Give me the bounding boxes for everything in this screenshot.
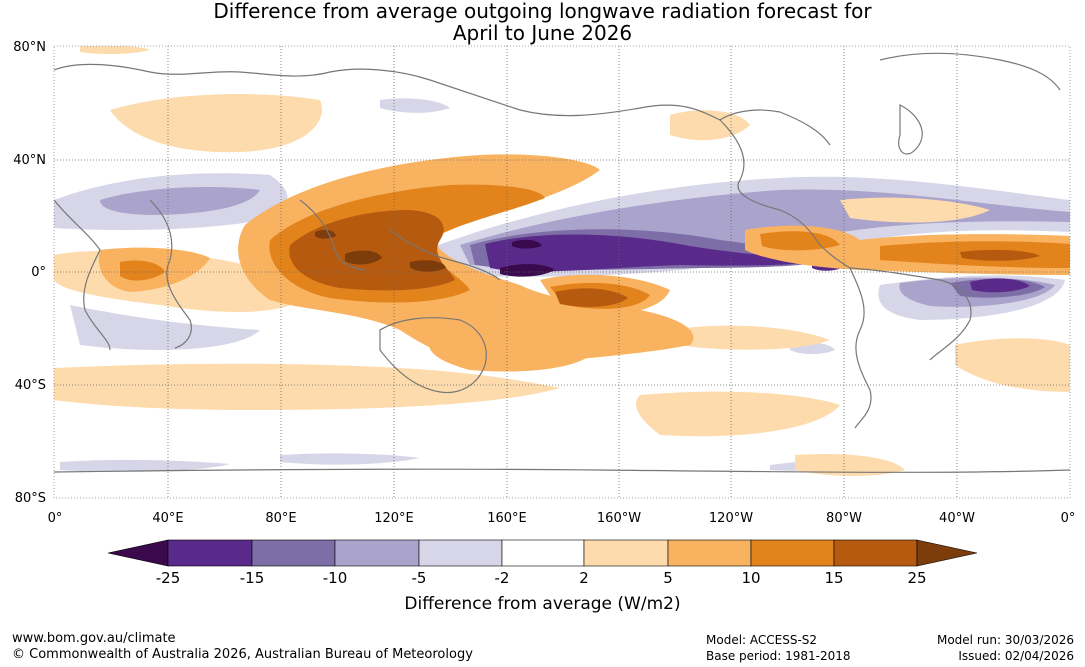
lon-label-0-east: 0° [1060,511,1076,526]
colorbar-tick: 10 [741,569,761,587]
colorbar-tick: -10 [322,569,348,587]
footer-model-run: Model run: 30/03/2026 [936,633,1074,647]
lat-label-40n: 40°N [13,153,46,168]
colorbar-high-extend [916,539,978,567]
colorbar-swatch-neg25 [167,539,253,567]
footer-base-period: Base period: 1981-2018 [706,649,851,663]
colorbar-tick: 5 [663,569,673,587]
colorbar-low-extend [107,539,169,567]
lon-label-160w: 160°W [596,511,642,526]
footer-model: Model: ACCESS-S2 [706,633,818,647]
colorbar-tick: -2 [494,569,510,587]
colorbar-tick: 25 [907,569,927,587]
colorbar-swatch-neg15 [251,539,336,567]
map-frame [53,45,1071,499]
lon-label-40e: 40°E [152,511,184,526]
colorbar-tick: -15 [239,569,265,587]
anomaly-region-pos25 [315,229,446,272]
colorbar-tick: 2 [579,569,589,587]
colorbar-tick: 15 [824,569,844,587]
lon-label-160e: 160°E [487,511,527,526]
colorbar-swatch-neg5 [418,539,503,567]
lat-label-80s: 80°S [14,491,46,506]
lon-label-80w: 80°W [826,511,862,526]
lon-label-120w: 120°W [708,511,754,526]
coastlines [54,52,1070,473]
colorbar-swatch-pos15 [833,539,918,567]
lat-label-80n: 80°N [13,40,46,55]
footer-issued: Issued: 02/04/2026 [958,649,1074,663]
footer-copyright: © Commonwealth of Australia 2026, Austra… [12,647,473,662]
lon-label-0: 0° [47,511,63,526]
footer-url[interactable]: www.bom.gov.au/climate [12,631,176,646]
colorbar-swatch-pos5 [667,539,752,567]
map-title-line-1: Difference from average outgoing longwav… [213,0,872,23]
lon-label-80e: 80°E [265,511,297,526]
colorbar-swatch-neg10 [334,539,420,567]
colorbar-swatch-pos2 [583,539,669,567]
anomaly-region-pos15 [289,210,1040,307]
lon-label-40w: 40°W [939,511,975,526]
lat-label-40s: 40°S [14,378,46,393]
colorbar-title: Difference from average (W/m2) [404,594,681,614]
colorbar-tick: -5 [411,569,427,587]
anomaly-region-neg25 [500,239,555,277]
lat-label-0: 0° [31,265,46,280]
colorbar-tick: -25 [155,569,181,587]
graticule [54,46,1070,498]
lon-label-120e: 120°E [374,511,414,526]
colorbar-swatch-pos10 [750,539,835,567]
colorbar-swatch-neg2 [501,539,585,567]
map-title-line-2: April to June 2026 [452,21,633,45]
